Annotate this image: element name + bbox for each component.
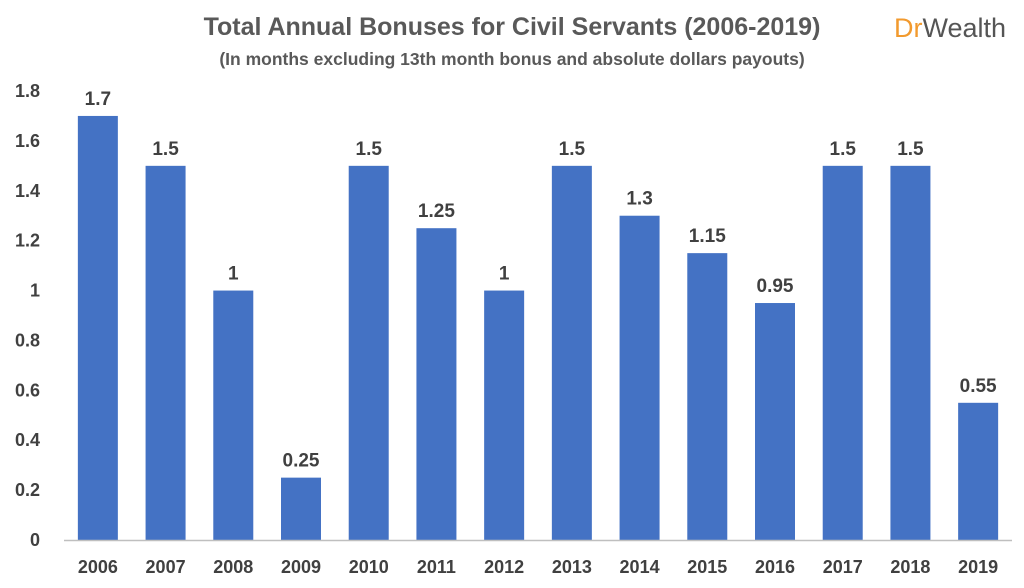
bar-2010 [348, 165, 389, 541]
y-tick-label: 0.6 [15, 380, 40, 400]
x-tick-label: 2010 [349, 557, 389, 577]
bar-2017 [822, 165, 863, 541]
x-tick-label: 2019 [958, 557, 998, 577]
data-label-2007: 1.5 [152, 139, 179, 160]
bar-2018 [890, 165, 931, 541]
x-tick-label: 2006 [78, 557, 118, 577]
logo-wealth-text: Wealth [922, 13, 1006, 43]
data-label-2016: 0.95 [757, 276, 794, 297]
bar-2015 [687, 253, 728, 540]
x-tick-label: 2014 [620, 557, 660, 577]
y-tick-label: 1.6 [15, 131, 40, 151]
x-tick-label: 2017 [823, 557, 863, 577]
data-label-2009: 0.25 [283, 451, 320, 472]
data-label-2019: 0.55 [960, 376, 997, 397]
bar-2011 [416, 228, 457, 540]
logo-dr-text: Dr [894, 13, 923, 43]
y-tick-label: 1.8 [15, 81, 40, 101]
y-axis: 0 0.2 0.4 0.6 0.8 1 1.2 1.4 1.6 1.8 [15, 81, 40, 550]
y-tick-label: 0.4 [15, 430, 40, 450]
x-tick-label: 2011 [417, 557, 456, 577]
data-label-2017: 1.5 [830, 139, 857, 160]
bar-2006 [77, 115, 118, 540]
chart-title: Total Annual Bonuses for Civil Servants … [204, 13, 821, 41]
data-label-2012: 1 [499, 264, 510, 285]
data-label-2006: 1.7 [85, 89, 111, 110]
y-tick-label: 0.2 [15, 480, 40, 500]
bar-2008 [213, 290, 254, 540]
data-labels-group: 1.7 1.5 1 0.25 1.5 1.25 1 1.5 1.3 1.15 0.95 1.5 1.5 0… [85, 89, 997, 472]
y-tick-label: 1 [30, 281, 40, 301]
x-tick-label: 2018 [890, 557, 930, 577]
data-label-2010: 1.5 [356, 139, 383, 160]
bar-2019 [958, 402, 999, 540]
data-label-2018: 1.5 [897, 139, 924, 160]
bar-2012 [484, 290, 525, 540]
data-label-2008: 1 [228, 264, 239, 285]
data-label-2015: 1.15 [689, 226, 726, 247]
bar-2007 [145, 165, 186, 541]
bar-2009 [281, 477, 321, 540]
data-label-2011: 1.25 [418, 201, 455, 222]
chart-subtitle: (In months excluding 13th month bonus an… [219, 49, 804, 69]
bar-2016 [755, 303, 795, 540]
drwealth-logo: DrWealth [894, 13, 1006, 43]
data-label-2014: 1.3 [626, 189, 652, 210]
bar-2014 [619, 215, 660, 540]
x-tick-label: 2012 [484, 557, 524, 577]
x-tick-label: 2015 [687, 557, 727, 577]
x-tick-label: 2008 [213, 557, 253, 577]
bar-2013 [551, 165, 592, 541]
x-tick-label: 2007 [146, 557, 186, 577]
data-label-2013: 1.5 [559, 139, 586, 160]
y-tick-label: 1.4 [15, 181, 40, 201]
y-tick-label: 0 [30, 530, 40, 550]
x-tick-label: 2013 [552, 557, 592, 577]
x-axis: 2006 2007 2008 2009 2010 2011 2012 2013 2014 2015… [78, 557, 998, 577]
x-tick-label: 2016 [755, 557, 795, 577]
x-tick-label: 2009 [281, 557, 321, 577]
y-tick-label: 0.8 [15, 330, 40, 350]
y-tick-label: 1.2 [15, 231, 40, 251]
bars-group [77, 115, 999, 541]
